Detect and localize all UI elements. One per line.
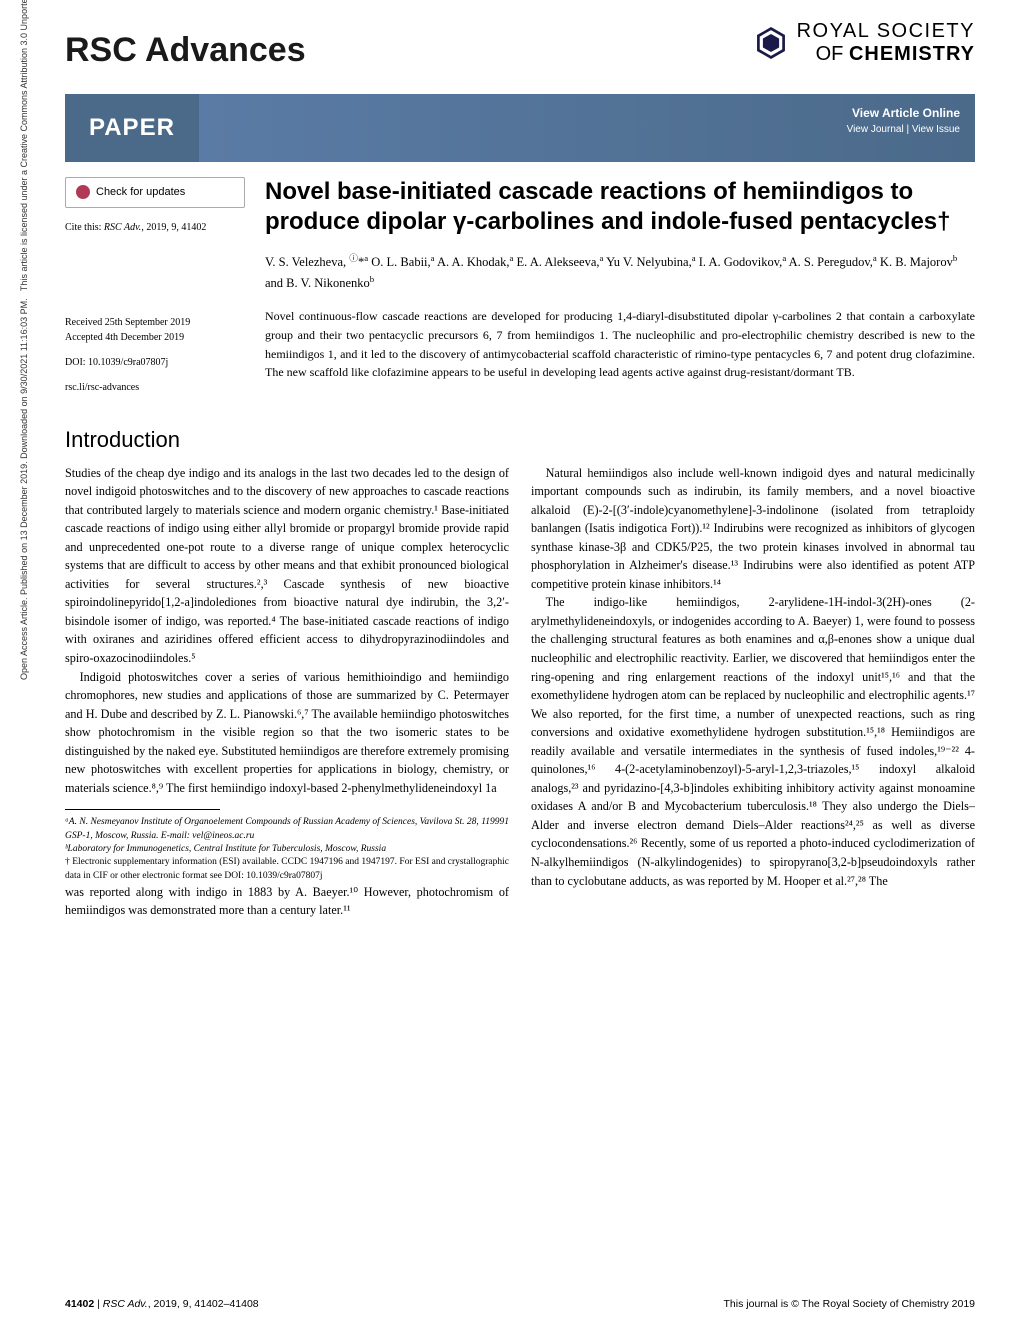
paper-badge: PAPER <box>65 94 199 162</box>
footnote-a: ᵃA. N. Nesmeyanov Institute of Organoele… <box>65 816 509 843</box>
left-column: Check for updates Cite this: RSC Adv., 2… <box>65 177 245 395</box>
footer: 41402 | RSC Adv., 2019, 9, 41402–41408 T… <box>65 1297 975 1313</box>
crossmark-icon <box>76 185 90 199</box>
rsc-link[interactable]: rsc.li/rsc-advances <box>65 380 245 395</box>
logo-line1: ROYAL SOCIETY <box>797 20 975 43</box>
footer-left: 41402 | RSC Adv., 2019, 9, 41402–41408 <box>65 1297 259 1313</box>
dates: Received 25th September 2019 Accepted 4t… <box>65 315 245 345</box>
sidebar-access-info: Open Access Article. Published on 13 Dec… <box>18 0 32 680</box>
intro-para: Natural hemiindigos also include well-kn… <box>531 464 975 594</box>
logo-line2-main: CHEMISTRY <box>849 43 975 65</box>
check-updates-label: Check for updates <box>96 184 185 201</box>
abstract: Novel continuous-flow cascade reactions … <box>265 307 975 381</box>
footnote-esi: † Electronic supplementary information (… <box>65 856 509 883</box>
footer-right: This journal is © The Royal Society of C… <box>724 1297 975 1313</box>
intro-para: The indigo-like hemiindigos, 2-arylidene… <box>531 593 975 890</box>
article-title: Novel base-initiated cascade reactions o… <box>265 177 975 237</box>
view-journal-link[interactable]: View Journal | View Issue <box>847 122 960 137</box>
intro-para: was reported along with indigo in 1883 b… <box>65 883 509 920</box>
publisher-logo: ROYAL SOCIETY OF CHEMISTRY <box>753 20 975 66</box>
banner: PAPER View Article Online View Journal |… <box>65 94 975 162</box>
page-content: ROYAL SOCIETY OF CHEMISTRY RSC Advances … <box>65 0 975 920</box>
footnote-rule <box>65 809 220 810</box>
footnote-b: ᵇLaboratory for Immunogenetics, Central … <box>65 843 509 856</box>
intro-body: Studies of the cheap dye indigo and its … <box>65 464 975 920</box>
logo-line2-prefix: OF <box>816 43 849 65</box>
intro-para: Indigoid photoswitches cover a series of… <box>65 668 509 798</box>
authors: V. S. Velezheva, ⓘ*a O. L. Babii,a A. A.… <box>265 251 975 293</box>
banner-strip: View Article Online View Journal | View … <box>199 94 975 162</box>
hexagon-icon <box>753 25 789 61</box>
intro-heading: Introduction <box>65 423 975 456</box>
check-updates-button[interactable]: Check for updates <box>65 177 245 208</box>
right-column: Novel base-initiated cascade reactions o… <box>265 177 975 395</box>
intro-para: Studies of the cheap dye indigo and its … <box>65 464 509 668</box>
doi: DOI: 10.1039/c9ra07807j <box>65 355 245 370</box>
view-article-link[interactable]: View Article Online <box>847 104 960 122</box>
citation: Cite this: RSC Adv., 2019, 9, 41402 <box>65 220 245 235</box>
